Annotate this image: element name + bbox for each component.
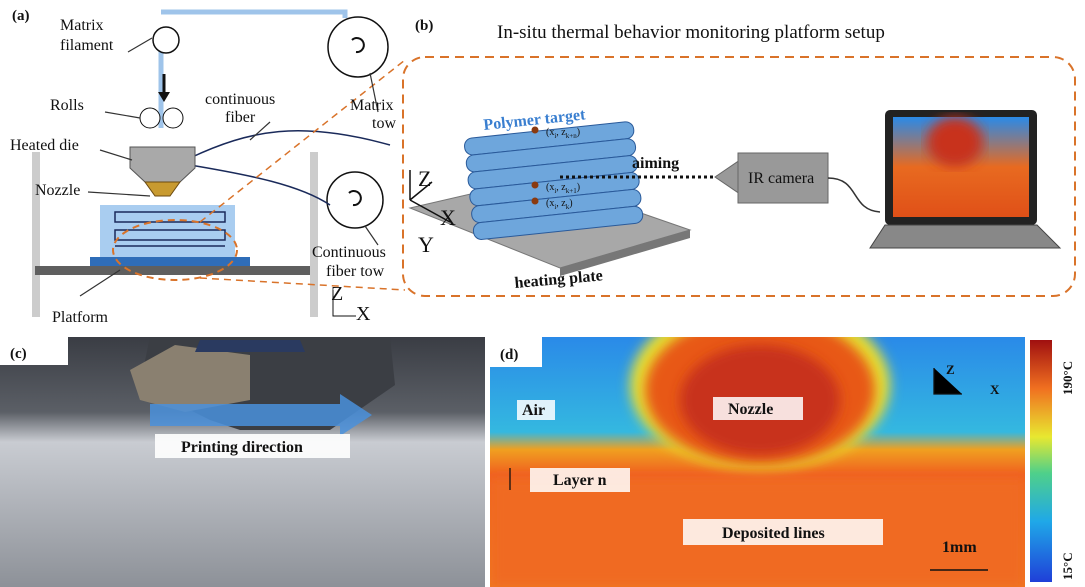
frame-post [310,152,318,317]
label: Air [522,402,545,419]
nozzle [145,182,180,196]
panel-label: (d) [500,347,518,363]
fiber-line [190,165,330,205]
axis-label: Z [946,362,955,377]
label: heating plate [514,267,604,292]
label: Nozzle [728,401,773,418]
label: continuous [205,91,275,108]
roll [163,108,183,128]
screen-hotspot [927,117,983,167]
label: Matrix [350,97,394,114]
panel-label: (b) [415,18,433,34]
panel-a: (a) Matrix filament Rolls continuous fib… [10,8,405,326]
label: Heated die [10,137,79,154]
point [532,182,539,189]
panel-label: (c) [10,346,27,362]
laptop-keyboard [870,225,1060,248]
axis-label: Y [418,232,434,257]
axis-label: X [990,382,1000,397]
printed-part [100,205,235,258]
colorbar [1030,340,1052,582]
axis-label: Z [418,166,431,191]
label: Printing direction [181,439,303,456]
frame-post [32,152,40,317]
label: Continuous [312,244,386,261]
panel-d: (d) Air Nozzle Layer n Deposited lines Z… [490,300,1075,587]
label: aiming [632,155,679,172]
colorbar-label: 15°C [1060,552,1075,580]
point [532,198,539,205]
label: Layer n [553,472,607,489]
platform [35,266,310,275]
label: IR camera [748,170,814,187]
panel-c: (c) Printing direction [0,337,485,587]
roll [140,108,160,128]
axis-label: X [440,205,456,230]
label: Nozzle [35,182,80,199]
nozzle-top [195,340,305,352]
axis-label: X [356,303,371,325]
cable [828,178,880,212]
fiber-spool [327,172,383,228]
fiber-line [190,131,390,158]
panel-label: (a) [12,8,30,24]
label: Matrix [60,17,104,34]
label: Rolls [50,97,84,114]
label: Platform [52,309,109,326]
heated-die [130,147,195,182]
label: fiber tow [326,263,385,280]
colorbar-label: 190°C [1060,361,1075,395]
pulley [153,27,179,53]
label: fiber [225,109,256,126]
figure: (a) Matrix filament Rolls continuous fib… [0,0,1085,587]
camera-lens [715,160,740,194]
label: Deposited lines [722,525,825,542]
label: filament [60,37,114,54]
scale-label: 1mm [942,539,977,556]
axis-label: Z [331,283,343,305]
title: In-situ thermal behavior monitoring plat… [497,22,885,43]
panel-b: (b) In-situ thermal behavior monitoring … [403,18,1075,296]
base [90,257,250,267]
label: tow [372,115,396,132]
matrix-spool [328,17,388,77]
